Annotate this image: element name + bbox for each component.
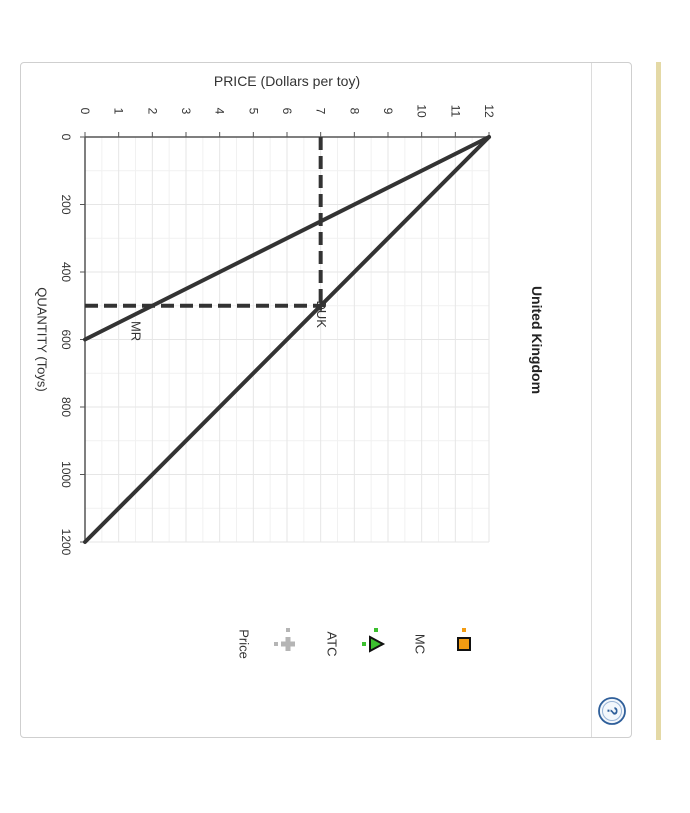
quantity-tick-label: 1200 xyxy=(59,529,73,556)
gray-cross-icon xyxy=(281,637,295,651)
quantity-tick-label: 0 xyxy=(59,134,73,141)
right-accent-bar xyxy=(656,62,661,740)
price-tick-label: 0 xyxy=(78,108,92,115)
price-tick-label: 2 xyxy=(145,108,159,115)
y-axis-title: PRICE (Dollars per toy) xyxy=(214,73,360,89)
x-axis-title: QUANTITY (Toys) xyxy=(35,287,50,392)
orange-square-icon xyxy=(457,637,471,651)
price-tick-label: 10 xyxy=(415,104,429,118)
series-line-duk xyxy=(83,135,491,544)
chart-title: United Kingdom xyxy=(529,286,545,394)
legend-item xyxy=(362,628,386,653)
legend-label: Price xyxy=(237,629,252,659)
series-label-mr: MR xyxy=(129,321,144,341)
legend-item xyxy=(274,628,295,651)
price-tick-label: 12 xyxy=(482,104,496,118)
series-label-duk: DUK xyxy=(314,300,329,328)
price-tick-label: 8 xyxy=(347,108,361,115)
green-triangle-icon xyxy=(369,635,386,653)
price-tick-label: 4 xyxy=(213,108,227,115)
legend-label: ATC xyxy=(325,631,340,656)
quantity-tick-label: 400 xyxy=(59,262,73,282)
graph-panel xyxy=(20,62,632,738)
legend-item xyxy=(457,628,471,651)
intersection-marker xyxy=(315,300,326,311)
panel-divider xyxy=(591,63,592,737)
price-tick-label: 6 xyxy=(280,108,294,115)
help-glyph: ? xyxy=(604,706,621,715)
orange-square-icon-marker xyxy=(462,628,466,632)
quantity-tick-label: 200 xyxy=(59,194,73,214)
price-tick-label: 7 xyxy=(314,108,328,115)
legend-label: MC xyxy=(413,634,428,654)
green-triangle-icon-marker xyxy=(362,642,366,646)
gray-cross-icon-marker xyxy=(274,642,278,646)
help-button[interactable]: ? xyxy=(598,697,626,725)
price-tick-label: 11 xyxy=(448,105,462,118)
price-tick-label: 5 xyxy=(246,108,260,115)
quantity-tick-label: 600 xyxy=(59,329,73,349)
quantity-tick-label: 800 xyxy=(59,397,73,417)
green-triangle-icon-marker xyxy=(374,628,378,632)
quantity-tick-label: 1000 xyxy=(59,461,73,488)
price-tick-label: 9 xyxy=(381,108,395,115)
gray-cross-icon-marker xyxy=(286,628,290,632)
series-line-mr xyxy=(83,135,491,342)
price-tick-label: 3 xyxy=(179,108,193,115)
price-tick-label: 1 xyxy=(112,108,126,115)
question-mark-icon: ? xyxy=(598,697,626,725)
